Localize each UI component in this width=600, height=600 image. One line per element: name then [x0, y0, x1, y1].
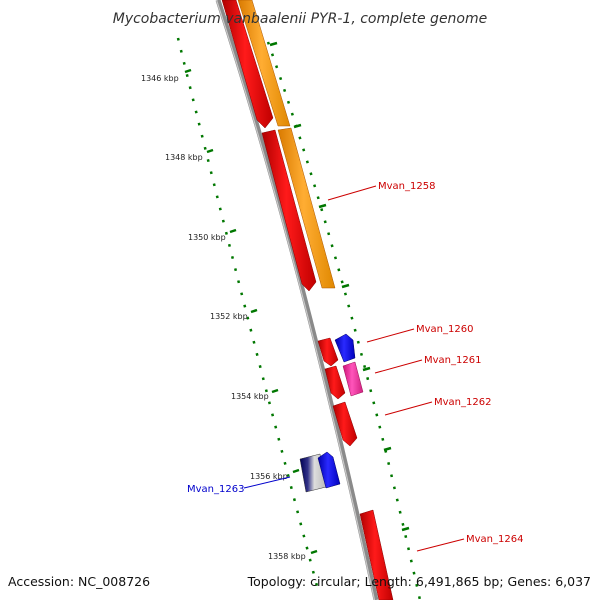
- map-title: Mycobacterium vanbaalenii PYR-1, complet…: [113, 11, 488, 27]
- gene-arrow[interactable]: [332, 401, 358, 447]
- tick-label: 1348 kbp: [165, 153, 203, 162]
- gene-arrow[interactable]: [317, 337, 339, 367]
- gene-arrow[interactable]: [237, 0, 291, 127]
- coordinate-scale: [176, 37, 320, 591]
- tick-label: 1354 kbp: [231, 392, 269, 401]
- gene-features: [221, 0, 394, 600]
- gene-arrow[interactable]: [324, 365, 346, 400]
- genome-summary: Topology: circular; Length: 6,491,865 bp…: [247, 574, 591, 589]
- gene-arrow[interactable]: [277, 127, 336, 289]
- major-ticks: [184, 41, 410, 555]
- gene-arrow[interactable]: [334, 333, 356, 363]
- tick-label: 1358 kbp: [268, 552, 306, 561]
- feature-scale: [266, 41, 422, 600]
- gene-arrow[interactable]: [221, 0, 274, 129]
- gene-arrow[interactable]: [317, 451, 341, 489]
- gene-label-mvan-1262[interactable]: Mvan_1262: [434, 397, 491, 408]
- tick-label: 1352 kbp: [210, 312, 248, 321]
- tick-label: 1346 kbp: [141, 74, 179, 83]
- gene-callouts: [243, 185, 465, 552]
- gene-label-mvan-1263[interactable]: Mvan_1263: [187, 484, 244, 495]
- genome-backbone: [215, 0, 379, 600]
- gene-arrow[interactable]: [342, 361, 364, 397]
- gene-label-mvan-1260[interactable]: Mvan_1260: [416, 324, 473, 335]
- gene-label-mvan-1261[interactable]: Mvan_1261: [424, 355, 481, 366]
- tick-label: 1350 kbp: [188, 233, 226, 242]
- gene-label-mvan-1258[interactable]: Mvan_1258: [378, 181, 435, 192]
- gene-label-mvan-1264[interactable]: Mvan_1264: [466, 534, 523, 545]
- gene-arrow[interactable]: [261, 129, 317, 292]
- gene-arrow[interactable]: [359, 509, 394, 600]
- tick-label: 1356 kbp: [250, 472, 288, 481]
- accession-label: Accession: NC_008726: [8, 574, 150, 589]
